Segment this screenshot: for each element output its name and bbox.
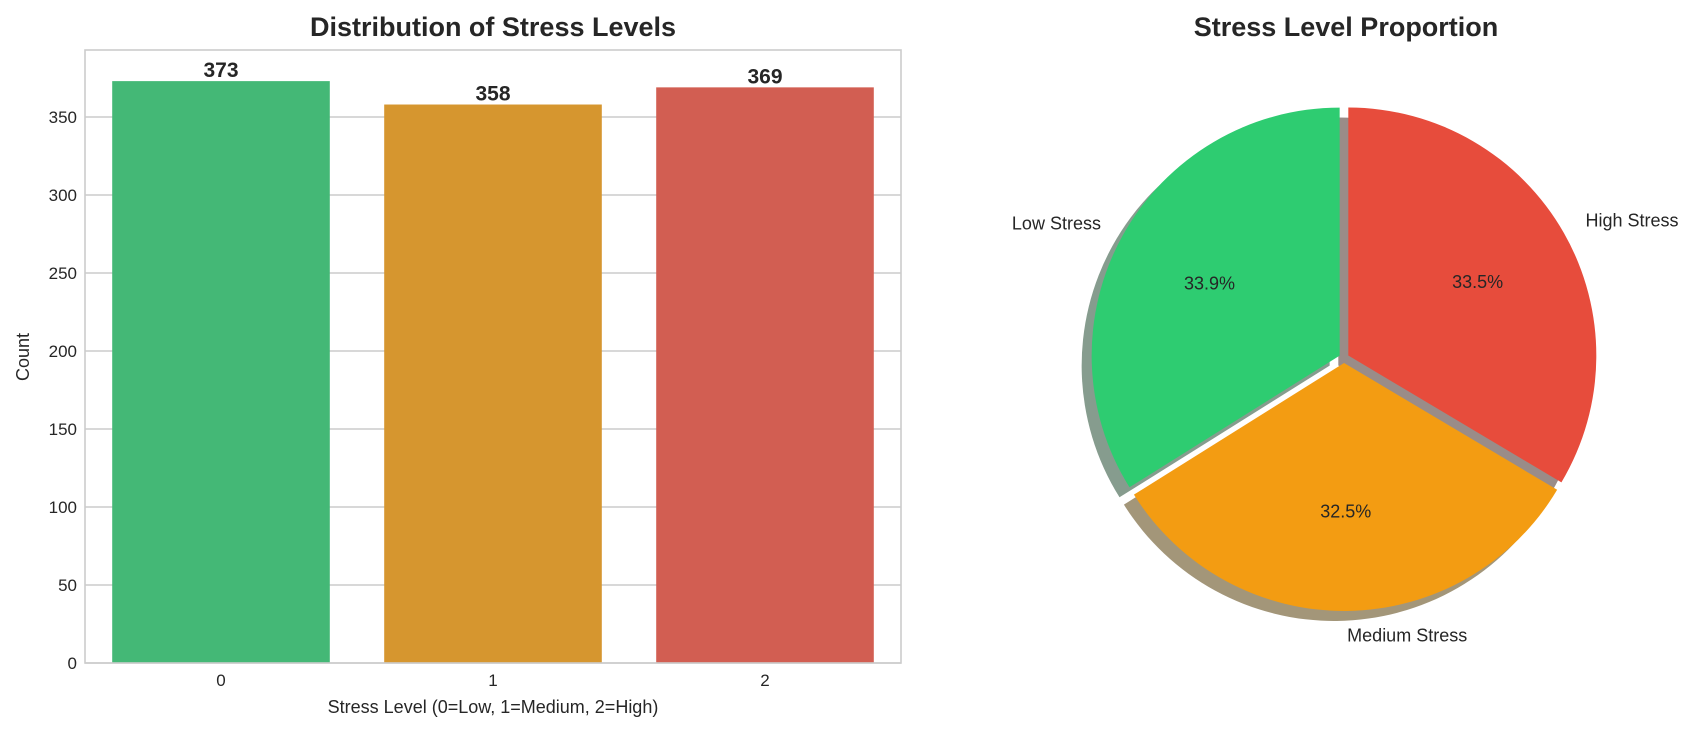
x-tick-label: 1: [488, 671, 497, 690]
pie-chart-title: Stress Level Proportion: [1194, 12, 1499, 42]
y-axis-label: Count: [13, 333, 33, 381]
bar-chart: Distribution of Stress Levels 373358369 …: [13, 12, 902, 717]
bar-series: 373 358 369: [112, 59, 874, 664]
pie-wedges: [1091, 107, 1597, 611]
bar-1: [384, 104, 602, 663]
bar-value-label: 369: [747, 65, 782, 88]
x-axis-ticks: 0 1 2: [216, 671, 769, 690]
pie-percent-label: 32.5%: [1320, 502, 1371, 522]
pie-wedge-low-stress: [1091, 107, 1340, 488]
pie-chart: Stress Level Proportion Low Stress 33.9% M…: [1012, 12, 1679, 646]
pie-labels: Low Stress 33.9% Medium Stress 32.5% High St…: [1012, 211, 1679, 646]
pie-percent-label: 33.9%: [1184, 274, 1235, 294]
bar-chart-title: Distribution of Stress Levels: [310, 12, 676, 42]
y-tick-label: 200: [49, 342, 77, 361]
pie-percent-label: 33.5%: [1452, 272, 1503, 292]
y-tick-label: 0: [68, 654, 77, 673]
pie-wedge-high-stress: [1348, 107, 1597, 483]
pie-category-label: Low Stress: [1012, 213, 1101, 233]
y-tick-label: 300: [49, 186, 77, 205]
y-axis-ticks: 0 50 100 150 200 250 300 350: [49, 108, 77, 673]
bar-0: [112, 81, 330, 664]
bar-value-label: 373: [203, 59, 238, 82]
bar-axes-frame: [84, 49, 902, 664]
x-tick-label: 0: [216, 671, 225, 690]
x-tick-label: 2: [760, 671, 769, 690]
bar-2: [656, 87, 874, 664]
y-tick-label: 150: [49, 420, 77, 439]
x-axis-label: Stress Level (0=Low, 1=Medium, 2=High): [328, 697, 659, 717]
y-tick-label: 100: [49, 498, 77, 517]
y-tick-label: 350: [49, 108, 77, 127]
pie-category-label: Medium Stress: [1347, 626, 1467, 646]
bar-value-label: 358: [475, 83, 510, 106]
pie-wedge-medium-stress: [1133, 362, 1558, 611]
pie-category-label: High Stress: [1585, 211, 1678, 231]
y-tick-label: 250: [49, 264, 77, 283]
y-tick-label: 50: [58, 576, 77, 595]
